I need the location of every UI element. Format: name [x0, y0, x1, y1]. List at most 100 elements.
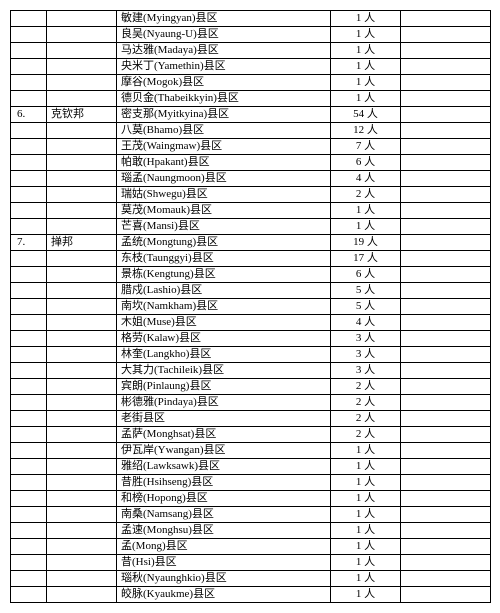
- district-cell: 敏建(Myingyan)县区: [117, 11, 331, 27]
- region-cell: [47, 539, 117, 555]
- district-cell: 孟(Mong)县区: [117, 539, 331, 555]
- blank-cell: [401, 331, 491, 347]
- table-row: 老街县区2 人: [11, 411, 491, 427]
- count-cell: 17 人: [331, 251, 401, 267]
- count-cell: 12 人: [331, 123, 401, 139]
- table-row: 芒喜(Mansi)县区1 人: [11, 219, 491, 235]
- table-row: 德贝金(Thabeikkyin)县区1 人: [11, 91, 491, 107]
- district-cell: 老街县区: [117, 411, 331, 427]
- row-number: [11, 219, 47, 235]
- blank-cell: [401, 107, 491, 123]
- count-cell: 6 人: [331, 267, 401, 283]
- table-row: 格劳(Kalaw)县区3 人: [11, 331, 491, 347]
- table-row: 央米丁(Yamethin)县区1 人: [11, 59, 491, 75]
- district-cell: 德贝金(Thabeikkyin)县区: [117, 91, 331, 107]
- blank-cell: [401, 203, 491, 219]
- count-cell: 1 人: [331, 203, 401, 219]
- row-number: [11, 443, 47, 459]
- count-cell: 6 人: [331, 155, 401, 171]
- count-cell: 7 人: [331, 139, 401, 155]
- count-cell: 1 人: [331, 91, 401, 107]
- table-row: 彬德雅(Pindaya)县区2 人: [11, 395, 491, 411]
- district-cell: 林奎(Langkho)县区: [117, 347, 331, 363]
- table-row: 摩谷(Mogok)县区1 人: [11, 75, 491, 91]
- region-cell: 克钦邦: [47, 107, 117, 123]
- district-cell: 腊戍(Lashio)县区: [117, 283, 331, 299]
- region-cell: [47, 571, 117, 587]
- count-cell: 1 人: [331, 443, 401, 459]
- district-cell: 格劳(Kalaw)县区: [117, 331, 331, 347]
- row-number: [11, 171, 47, 187]
- count-cell: 1 人: [331, 587, 401, 603]
- region-cell: [47, 283, 117, 299]
- region-cell: [47, 507, 117, 523]
- table-row: 7.掸邦孟统(Mongtung)县区19 人: [11, 235, 491, 251]
- count-cell: 1 人: [331, 491, 401, 507]
- count-cell: 1 人: [331, 539, 401, 555]
- region-cell: [47, 331, 117, 347]
- region-cell: [47, 187, 117, 203]
- row-number: [11, 251, 47, 267]
- blank-cell: [401, 427, 491, 443]
- table-row: 南桑(Namsang)县区1 人: [11, 507, 491, 523]
- blank-cell: [401, 587, 491, 603]
- district-cell: 南桑(Namsang)县区: [117, 507, 331, 523]
- table-row: 良吴(Nyaung-U)县区1 人: [11, 27, 491, 43]
- blank-cell: [401, 251, 491, 267]
- row-number: [11, 571, 47, 587]
- table-row: 腊戍(Lashio)县区5 人: [11, 283, 491, 299]
- count-cell: 3 人: [331, 347, 401, 363]
- region-cell: [47, 491, 117, 507]
- region-cell: [47, 27, 117, 43]
- count-cell: 2 人: [331, 427, 401, 443]
- district-cell: 东枝(Taunggyi)县区: [117, 251, 331, 267]
- row-number: [11, 155, 47, 171]
- count-cell: 2 人: [331, 187, 401, 203]
- table-row: 瑙秋(Nyaunghkio)县区1 人: [11, 571, 491, 587]
- blank-cell: [401, 443, 491, 459]
- row-number: 6.: [11, 107, 47, 123]
- table-row: 景栋(Kengtung)县区6 人: [11, 267, 491, 283]
- region-cell: [47, 171, 117, 187]
- count-cell: 1 人: [331, 219, 401, 235]
- region-cell: [47, 363, 117, 379]
- blank-cell: [401, 267, 491, 283]
- district-cell: 芒喜(Mansi)县区: [117, 219, 331, 235]
- region-cell: [47, 219, 117, 235]
- region-cell: [47, 155, 117, 171]
- blank-cell: [401, 507, 491, 523]
- count-cell: 1 人: [331, 475, 401, 491]
- region-cell: [47, 443, 117, 459]
- count-cell: 1 人: [331, 571, 401, 587]
- row-number: [11, 203, 47, 219]
- table-row: 莫茂(Momauk)县区1 人: [11, 203, 491, 219]
- region-cell: [47, 475, 117, 491]
- table-row: 雅绍(Lawksawk)县区1 人: [11, 459, 491, 475]
- count-cell: 1 人: [331, 27, 401, 43]
- blank-cell: [401, 171, 491, 187]
- district-cell: 孟统(Mongtung)县区: [117, 235, 331, 251]
- row-number: [11, 27, 47, 43]
- district-cell: 莫茂(Momauk)县区: [117, 203, 331, 219]
- district-cell: 密支那(Myitkyina)县区: [117, 107, 331, 123]
- blank-cell: [401, 123, 491, 139]
- table-row: 孟(Mong)县区1 人: [11, 539, 491, 555]
- district-cell: 八莫(Bhamo)县区: [117, 123, 331, 139]
- region-cell: [47, 299, 117, 315]
- table-row: 林奎(Langkho)县区3 人: [11, 347, 491, 363]
- blank-cell: [401, 283, 491, 299]
- row-number: [11, 299, 47, 315]
- table-row: 大其力(Tachileik)县区3 人: [11, 363, 491, 379]
- district-cell: 摩谷(Mogok)县区: [117, 75, 331, 91]
- region-cell: [47, 123, 117, 139]
- row-number: [11, 363, 47, 379]
- district-cell: 木姐(Muse)县区: [117, 315, 331, 331]
- count-cell: 4 人: [331, 171, 401, 187]
- row-number: 7.: [11, 235, 47, 251]
- table-body: 敏建(Myingyan)县区1 人良吴(Nyaung-U)县区1 人马达雅(Ma…: [11, 11, 491, 603]
- count-cell: 1 人: [331, 59, 401, 75]
- table-row: 皎脉(Kyaukme)县区1 人: [11, 587, 491, 603]
- row-number: [11, 123, 47, 139]
- row-number: [11, 539, 47, 555]
- blank-cell: [401, 539, 491, 555]
